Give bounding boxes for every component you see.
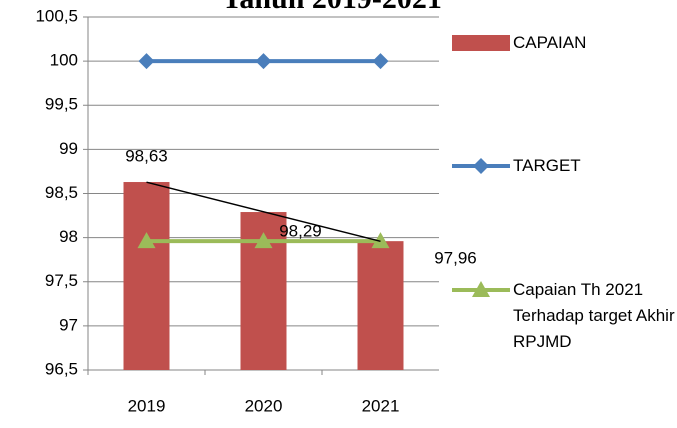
legend-label: CAPAIAN [513, 33, 587, 52]
chart-title: Tahun 2019-2021 [222, 0, 442, 15]
marker [472, 281, 490, 297]
marker [255, 53, 272, 70]
legend-label: Capaian Th 2021 Terhadap target Akhir RP… [513, 280, 675, 351]
marker [371, 232, 390, 249]
marker [473, 158, 489, 174]
y-tick-label: 99,5 [45, 95, 78, 114]
data-label: 97,96 [434, 249, 477, 268]
marker [138, 53, 155, 70]
y-tick-label: 96,5 [45, 359, 78, 378]
x-tick-label: 2019 [128, 396, 166, 415]
y-tick-label: 99 [59, 139, 78, 158]
y-tick-label: 100,5 [35, 6, 78, 25]
data-label: 98,63 [125, 147, 168, 166]
y-tick-label: 100 [50, 51, 78, 70]
y-tick-label: 98 [59, 227, 78, 246]
x-tick-label: 2021 [362, 396, 400, 415]
y-tick-label: 97,5 [45, 271, 78, 290]
marker [254, 232, 273, 249]
y-tick-label: 97 [59, 315, 78, 334]
legend-label: TARGET [513, 156, 581, 175]
bar [123, 182, 170, 370]
trendline [146, 181, 381, 243]
y-tick-label: 98,5 [45, 183, 78, 202]
data-label: 98,29 [279, 222, 322, 241]
bar [357, 241, 404, 370]
marker [372, 53, 389, 70]
marker [137, 232, 156, 249]
x-tick-label: 2020 [245, 396, 283, 415]
legend-swatch [452, 35, 510, 51]
